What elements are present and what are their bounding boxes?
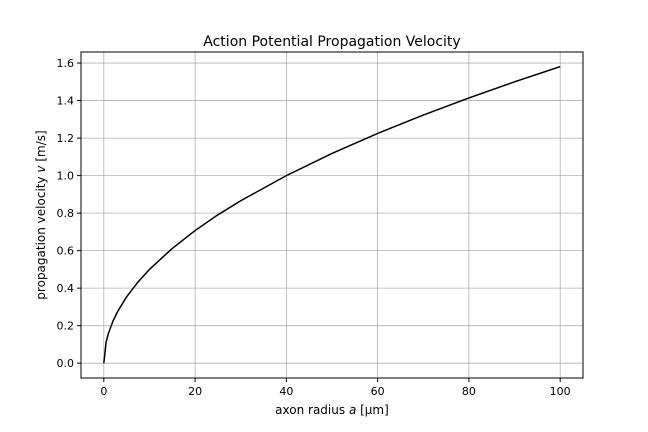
x-tick-label: 60 — [371, 385, 385, 398]
y-tick-label: 1.4 — [57, 95, 75, 108]
x-tick-label: 100 — [550, 385, 571, 398]
grid — [81, 52, 583, 378]
x-axis-ticks: 0 20 40 60 80 100 — [100, 378, 571, 398]
series-layer — [103, 65, 561, 364]
y-tick-label: 0.4 — [57, 282, 75, 295]
y-axis-ticks: 0.0 0.2 0.4 0.6 0.8 1.0 1.2 1.4 1.6 — [57, 57, 81, 370]
y-tick-label: 0.0 — [57, 357, 75, 370]
y-tick-label: 0.6 — [57, 245, 75, 258]
y-tick-label: 1.2 — [57, 132, 75, 145]
x-tick-label: 40 — [279, 385, 293, 398]
series-line — [103, 65, 561, 364]
chart-title: Action Potential Propagation Velocity — [203, 34, 460, 50]
x-axis-label: axon radius a [μm] — [275, 403, 389, 417]
y-tick-label: 1.0 — [57, 170, 75, 183]
x-tick-label: 20 — [188, 385, 202, 398]
x-tick-label: 80 — [462, 385, 476, 398]
y-axis-label: propagation velocity v [m/s] — [34, 130, 48, 299]
x-tick-label: 0 — [100, 385, 107, 398]
y-tick-label: 0.2 — [57, 320, 75, 333]
plot-frame — [80, 51, 584, 379]
y-tick-label: 1.6 — [57, 57, 75, 70]
y-tick-label: 0.8 — [57, 207, 75, 220]
